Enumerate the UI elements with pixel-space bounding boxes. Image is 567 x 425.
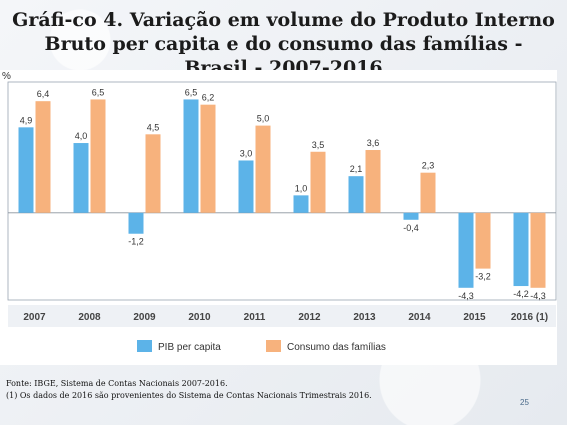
data-label-pib-3: 6,5 [185, 87, 198, 97]
data-label-pib-6: 2,1 [350, 164, 363, 174]
category-label-band [8, 305, 556, 327]
data-label-consumo-3: 6,2 [202, 93, 215, 103]
bar-pib-2 [128, 212, 144, 234]
legend-swatch-pib [137, 340, 152, 352]
bar-pib-5 [293, 195, 309, 213]
x-tick-label-8: 2015 [463, 312, 486, 323]
page-number: 25 [520, 398, 529, 407]
data-label-consumo-2: 4,5 [147, 122, 160, 132]
legend-swatch-consumo [266, 340, 281, 352]
x-tick-label-0: 2007 [23, 312, 46, 323]
data-label-pib-9: -4,2 [513, 289, 529, 299]
slide-title: Gráfi-co 4. Variação em volume do Produt… [12, 9, 555, 79]
bar-pib-0 [18, 127, 34, 213]
bar-pib-6 [348, 176, 364, 213]
data-label-consumo-5: 3,5 [312, 140, 325, 150]
bar-consumo-5 [310, 151, 326, 213]
plot-frame [7, 81, 557, 301]
data-label-consumo-8: -3,2 [475, 272, 491, 282]
data-label-pib-8: -4,3 [458, 291, 474, 301]
bar-pib-9 [513, 212, 529, 287]
data-label-pib-0: 4,9 [20, 115, 33, 125]
data-label-pib-4: 3,0 [240, 148, 253, 158]
data-label-consumo-6: 3,6 [367, 138, 380, 148]
chart-panel: % 4,9 6,4 2007 4,0 6,5 2008 -1,2 4,5 2009 6,5 6,2 20… [0, 70, 557, 365]
x-tick-label-4: 2011 [244, 312, 266, 323]
data-label-consumo-1: 6,5 [92, 87, 105, 97]
bar-pib-4 [238, 160, 254, 213]
x-tick-label-1: 2008 [78, 312, 101, 323]
bar-pib-8 [458, 212, 474, 288]
data-label-consumo-0: 6,4 [37, 89, 50, 99]
bar-consumo-1 [90, 99, 106, 213]
bar-pib-3 [183, 99, 199, 213]
bar-pib-1 [73, 143, 89, 213]
data-label-pib-5: 1,0 [295, 183, 308, 193]
legend-label-pib: PIB per capita [158, 342, 221, 353]
data-label-consumo-4: 5,0 [257, 114, 270, 124]
legend-label-consumo: Consumo das famílias [287, 342, 386, 353]
data-label-pib-7: -0,4 [403, 223, 419, 233]
data-label-pib-1: 4,0 [75, 131, 88, 141]
x-tick-label-6: 2013 [353, 312, 376, 323]
footnote-note: (1) Os dados de 2016 são provenientes do… [6, 391, 372, 400]
x-tick-label-7: 2014 [408, 312, 431, 323]
bar-consumo-8 [475, 212, 491, 269]
bar-consumo-2 [145, 134, 161, 213]
footnote-source: Fonte: IBGE, Sistema de Contas Nacionais… [6, 379, 228, 388]
bar-consumo-0 [35, 101, 51, 213]
data-label-consumo-7: 2,3 [422, 161, 435, 171]
bar-consumo-9 [530, 212, 546, 288]
y-axis-unit-label: % [2, 71, 11, 82]
bar-consumo-6 [365, 150, 381, 213]
bar-consumo-3 [200, 104, 216, 213]
bar-chart: % 4,9 6,4 2007 4,0 6,5 2008 -1,2 4,5 2009 6,5 6,2 20… [2, 71, 557, 353]
x-tick-label-3: 2010 [188, 312, 211, 323]
data-label-consumo-9: -4,3 [530, 291, 546, 301]
data-label-pib-2: -1,2 [128, 237, 144, 247]
x-tick-label-9: 2016 (1) [511, 312, 548, 323]
x-tick-label-2: 2009 [133, 312, 156, 323]
bar-consumo-4 [255, 125, 271, 213]
x-tick-label-5: 2012 [298, 312, 321, 323]
bar-pib-7 [403, 212, 419, 220]
bar-consumo-7 [420, 172, 436, 213]
footnote: Fonte: IBGE, Sistema de Contas Nacionais… [6, 378, 372, 402]
